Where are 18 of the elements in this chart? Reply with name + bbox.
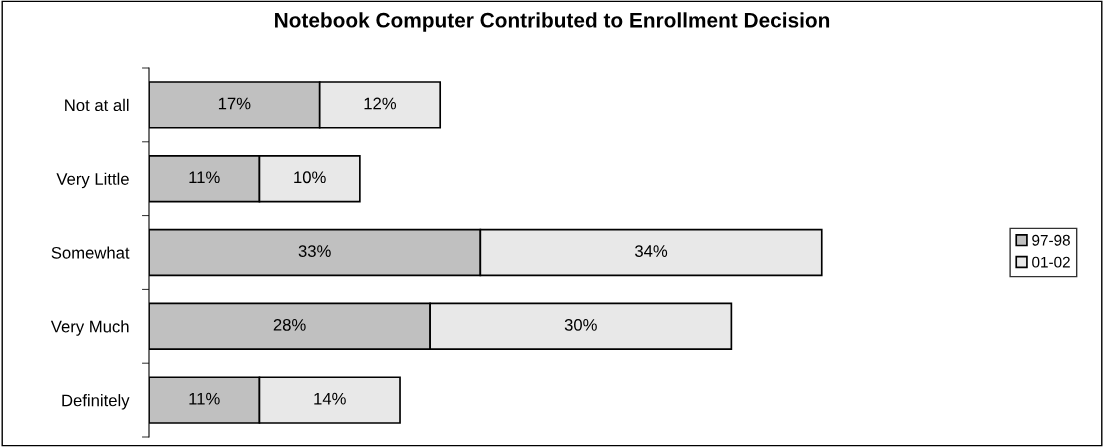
y-tick-label: Definitely bbox=[62, 394, 130, 410]
data-label: 11% bbox=[189, 171, 220, 184]
data-label: 28% bbox=[273, 318, 306, 331]
y-tick-label: Very Little bbox=[56, 172, 129, 189]
data-label: 11% bbox=[189, 392, 220, 405]
y-tick-label: Very Much bbox=[50, 320, 129, 336]
data-label: 34% bbox=[635, 245, 668, 257]
data-label: 30% bbox=[564, 318, 597, 331]
chart-title: Notebook Computer Contributed to Enrollment Decision bbox=[275, 12, 830, 32]
data-label: 14% bbox=[314, 392, 346, 405]
legend-label: 01-02 bbox=[1032, 256, 1070, 268]
legend-label: 97-98 bbox=[1032, 234, 1070, 246]
y-tick-label: Somewhat bbox=[51, 246, 130, 259]
y-tick-label: Not at all bbox=[65, 98, 129, 112]
data-label: 12% bbox=[364, 97, 397, 110]
data-label: 10% bbox=[294, 171, 326, 184]
data-label: 33% bbox=[298, 245, 331, 257]
data-label: 17% bbox=[218, 97, 251, 110]
